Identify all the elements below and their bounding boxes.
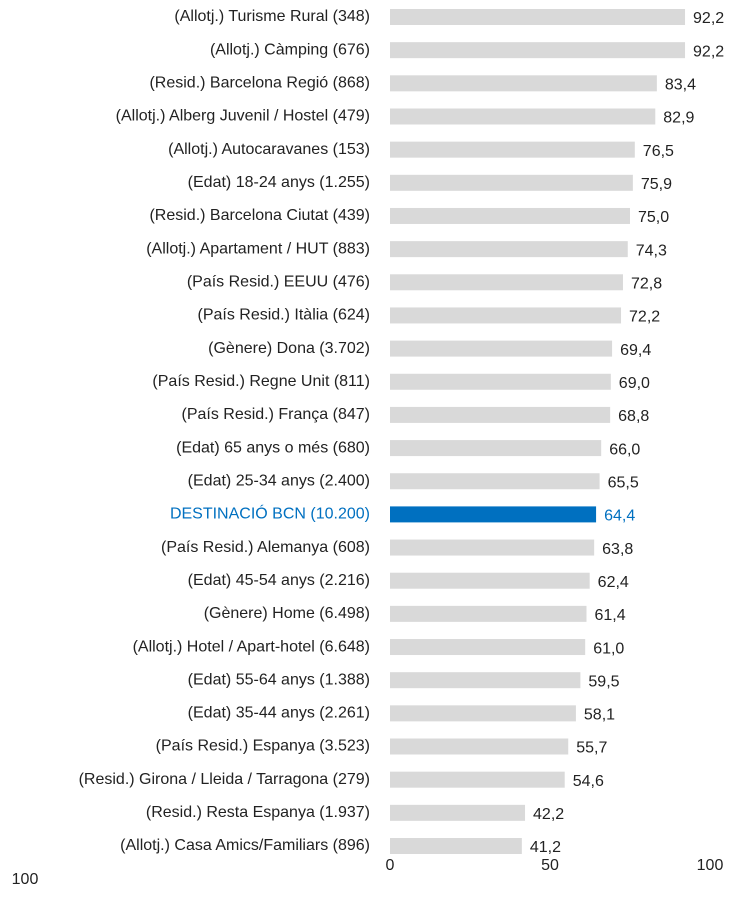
x-tick-label: 0 xyxy=(386,857,395,874)
value-label: 63,8 xyxy=(602,541,633,558)
category-label: DESTINACIÓ BCN (10.200) xyxy=(170,504,370,523)
bar xyxy=(390,539,595,556)
value-label: 64,4 xyxy=(604,508,635,525)
category-label: (Allotj.) Turisme Rural (348) xyxy=(174,8,370,25)
bar xyxy=(390,141,635,158)
bar xyxy=(390,771,565,788)
category-label: (Gènere) Dona (3.702) xyxy=(208,340,370,357)
category-label: (Resid.) Barcelona Ciutat (439) xyxy=(149,207,370,224)
value-label: 68,8 xyxy=(618,408,649,425)
x-tick-label: 50 xyxy=(541,857,559,874)
value-label: 74,3 xyxy=(636,242,667,259)
category-label: (Resid.) Girona / Lleida / Tarragona (27… xyxy=(79,771,370,788)
bar xyxy=(390,838,522,854)
bar xyxy=(390,672,581,689)
bar xyxy=(390,473,600,490)
value-label: 41,2 xyxy=(530,839,561,856)
category-label: (Allotj.) Càmping (676) xyxy=(210,41,370,58)
value-label: 69,0 xyxy=(619,375,650,392)
category-label: (País Resid.) Itàlia (624) xyxy=(197,307,370,324)
category-label: (Resid.) Resta Espanya (1.937) xyxy=(146,804,370,821)
value-label: 42,2 xyxy=(533,806,564,823)
category-label: (Edat) 25-34 anys (2.400) xyxy=(188,472,370,489)
category-label: (Allotj.) Alberg Juvenil / Hostel (479) xyxy=(116,108,370,125)
bar xyxy=(390,307,622,324)
value-label: 59,5 xyxy=(588,673,619,690)
value-label: 72,8 xyxy=(631,275,662,292)
value-label: 83,4 xyxy=(665,77,696,94)
bar xyxy=(390,42,686,59)
value-label: 54,6 xyxy=(573,773,604,790)
bar xyxy=(390,705,576,722)
category-label: (País Resid.) EEUU (476) xyxy=(187,273,370,290)
category-label: (Allotj.) Autocaravanes (153) xyxy=(168,141,370,158)
category-label: (País Resid.) França (847) xyxy=(181,406,370,423)
value-label: 92,2 xyxy=(693,10,724,27)
bar xyxy=(390,340,613,357)
value-label: 69,4 xyxy=(620,342,651,359)
category-label: (Allotj.) Apartament / HUT (883) xyxy=(146,240,370,257)
category-label: (Edat) 55-64 anys (1.388) xyxy=(188,671,370,688)
category-label: (Edat) 35-44 anys (2.261) xyxy=(188,705,370,722)
value-label: 66,0 xyxy=(609,441,640,458)
category-label: (Resid.) Barcelona Regió (868) xyxy=(149,75,370,92)
value-label: 55,7 xyxy=(576,740,607,757)
category-label: (Edat) 65 anys o més (680) xyxy=(176,439,370,456)
category-label: (País Resid.) Espanya (3.523) xyxy=(156,738,370,755)
bar xyxy=(390,440,602,457)
category-label: (País Resid.) Alemanya (608) xyxy=(161,539,370,556)
bar xyxy=(390,241,628,258)
bar xyxy=(390,9,686,25)
bar xyxy=(390,373,611,390)
value-label: 82,9 xyxy=(663,110,694,127)
category-label: (Edat) 45-54 anys (2.216) xyxy=(188,572,370,589)
value-label: 75,0 xyxy=(638,209,669,226)
category-label: (Edat) 18-24 anys (1.255) xyxy=(188,174,370,191)
bar xyxy=(390,738,569,755)
value-label: 58,1 xyxy=(584,707,615,724)
value-label: 92,2 xyxy=(693,43,724,60)
category-label: (Allotj.) Hotel / Apart-hotel (6.648) xyxy=(133,638,370,655)
category-label: (País Resid.) Regne Unit (811) xyxy=(152,373,370,390)
value-label: 61,0 xyxy=(593,640,624,657)
annotation: 100 xyxy=(12,871,39,888)
value-label: 61,4 xyxy=(594,607,625,624)
bar xyxy=(390,605,587,622)
bar xyxy=(390,406,611,423)
bar xyxy=(390,804,526,821)
category-label: (Allotj.) Casa Amics/Familiars (896) xyxy=(120,837,370,854)
value-label: 62,4 xyxy=(598,574,629,591)
value-label: 72,2 xyxy=(629,309,660,326)
bar xyxy=(390,572,590,589)
value-label: 65,5 xyxy=(608,474,639,491)
bar xyxy=(390,174,633,191)
category-label: (Gènere) Home (6.498) xyxy=(204,605,370,622)
bar xyxy=(390,108,656,125)
value-label: 76,5 xyxy=(643,143,674,160)
bar xyxy=(390,274,623,291)
bar xyxy=(390,506,597,523)
value-label: 75,9 xyxy=(641,176,672,193)
bar xyxy=(390,75,657,92)
bar xyxy=(390,207,630,224)
x-tick-label: 100 xyxy=(697,857,724,874)
bar xyxy=(390,639,586,656)
